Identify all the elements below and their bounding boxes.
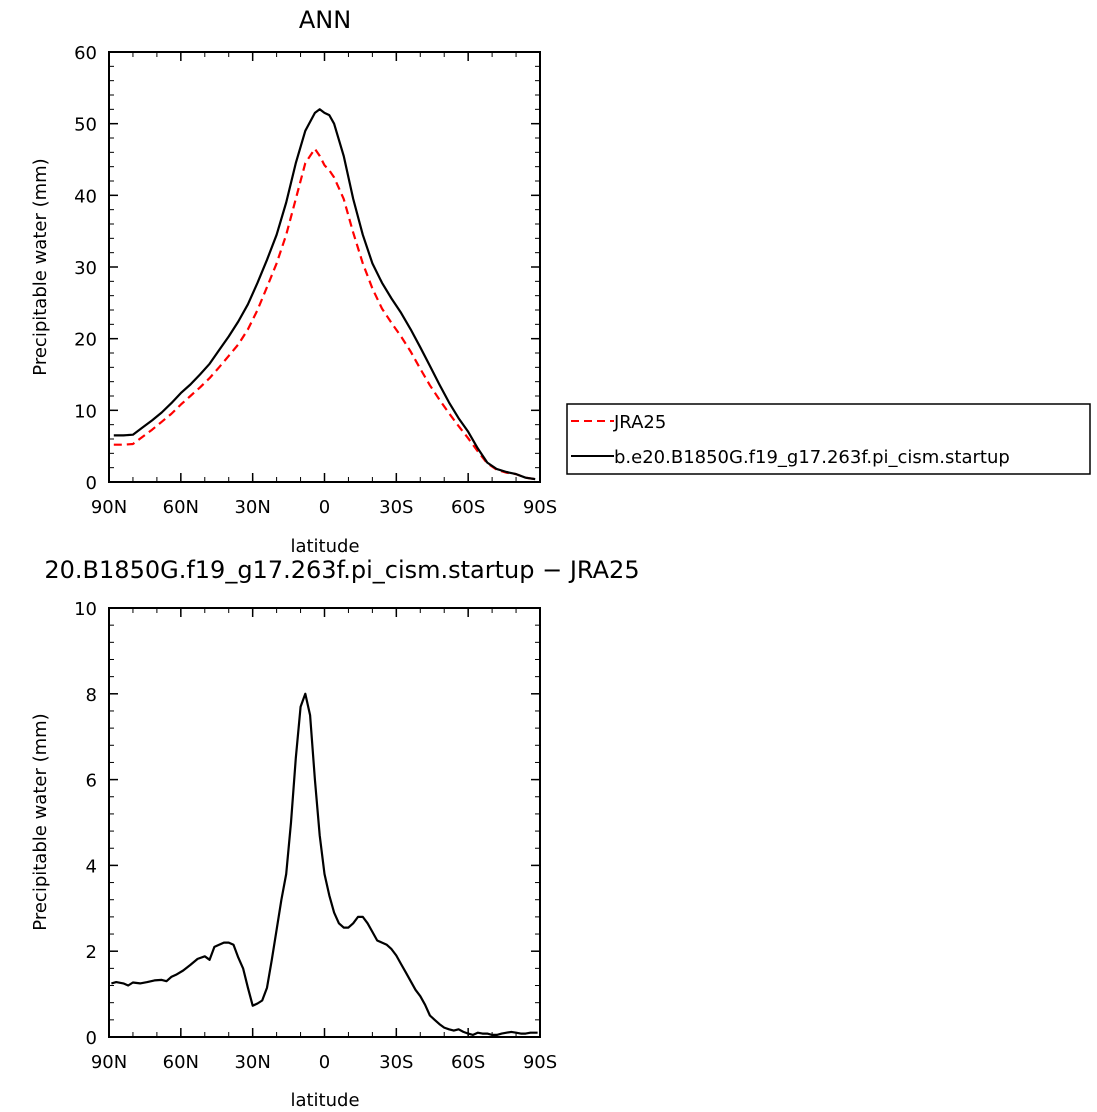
x-axis-label: latitude <box>290 536 359 557</box>
y-tick-label: 10 <box>74 401 97 422</box>
y-tick-label: 40 <box>74 186 97 207</box>
y-tick-label: 10 <box>74 599 97 620</box>
y-tick-label: 8 <box>86 685 97 706</box>
plot-frame <box>108 607 541 1038</box>
difference-chart-title: 20.B1850G.f19_g17.263f.pi_cism.startup −… <box>44 556 639 584</box>
x-tick-label: 90N <box>91 497 127 518</box>
legend-frame <box>566 403 1091 475</box>
x-tick-label: 60S <box>451 1052 485 1073</box>
legend: JRA25 b.e20.B1850G.f19_g17.263f.pi_cism.… <box>566 403 1091 475</box>
difference-chart: 90N 60N 30N 0 30S 60S 90S 0 2 4 6 8 10 <box>74 599 557 1073</box>
x-tick-label: 90S <box>523 1052 557 1073</box>
legend-label-model: b.e20.B1850G.f19_g17.263f.pi_cism.startu… <box>614 447 1010 468</box>
x-tick-label: 0 <box>319 1052 330 1073</box>
y-tick-label: 20 <box>74 330 97 351</box>
x-tick-label: 60N <box>163 1052 199 1073</box>
precip-chart: 90N 60N 30N 0 30S 60S 90S 0 10 20 30 40 50 60 <box>74 43 557 518</box>
series-line-difference <box>111 692 538 1037</box>
y-tick-label: 30 <box>74 258 97 279</box>
x-tick-label: 0 <box>319 497 330 518</box>
x-tick-label: 90N <box>91 1052 127 1073</box>
y-axis-label: Precipitable water (mm) <box>30 713 51 930</box>
y-tick-label: 0 <box>86 1028 97 1049</box>
x-tick-label: 30S <box>379 1052 413 1073</box>
series-line-model <box>113 108 536 481</box>
series-line-jra25 <box>113 147 536 481</box>
y-tick-label: 50 <box>74 115 97 136</box>
y-axis-label: Precipitable water (mm) <box>30 158 51 375</box>
x-tick-label: 60S <box>451 497 485 518</box>
y-tick-label: 6 <box>86 771 97 792</box>
x-tick-label: 30N <box>234 497 270 518</box>
x-tick-label: 60N <box>163 497 199 518</box>
x-axis-label: latitude <box>290 1090 359 1111</box>
plot-frame <box>108 51 541 483</box>
y-tick-label: 60 <box>74 43 97 64</box>
y-tick-label: 0 <box>86 473 97 494</box>
y-tick-label: 4 <box>86 856 97 877</box>
x-tick-label: 90S <box>523 497 557 518</box>
x-tick-label: 30N <box>234 1052 270 1073</box>
legend-label-jra25: JRA25 <box>613 412 666 433</box>
chart-title: ANN <box>299 6 351 34</box>
y-tick-label: 2 <box>86 942 97 963</box>
x-tick-label: 30S <box>379 497 413 518</box>
